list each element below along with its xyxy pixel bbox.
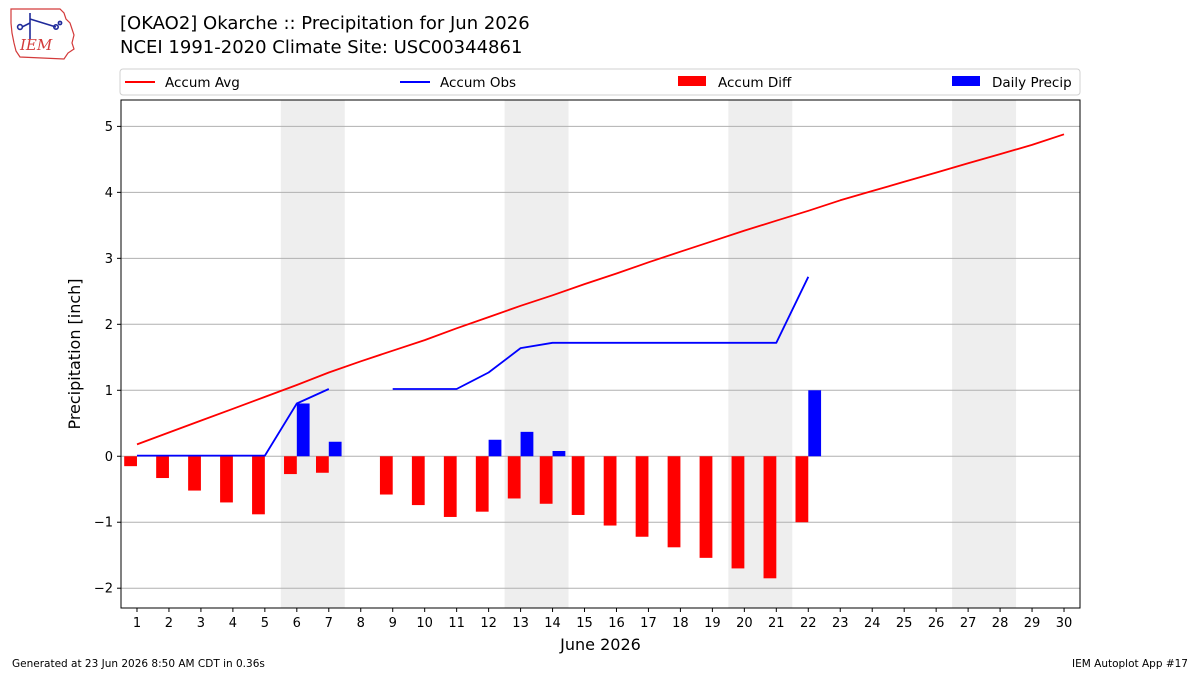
x-tick-label: 30 bbox=[1056, 616, 1073, 631]
x-tick-label: 29 bbox=[1024, 616, 1041, 631]
x-tick-label: 19 bbox=[704, 616, 721, 631]
accum-diff-bar bbox=[252, 456, 265, 515]
x-tick-label: 2 bbox=[165, 616, 173, 631]
x-tick-label: 18 bbox=[672, 616, 689, 631]
accum-avg-line bbox=[136, 133, 1065, 446]
x-tick-label: 1 bbox=[133, 616, 141, 631]
y-tick-label: 4 bbox=[105, 186, 113, 201]
x-tick-label: 11 bbox=[448, 616, 465, 631]
weekend-band bbox=[280, 100, 345, 608]
accum-diff-bar bbox=[507, 456, 521, 499]
x-tick-label: 15 bbox=[576, 616, 593, 631]
x-tick-label: 10 bbox=[416, 616, 433, 631]
x-tick-label: 16 bbox=[608, 616, 625, 631]
y-tick-label: −1 bbox=[94, 516, 113, 531]
plot-frame bbox=[120, 99, 1081, 609]
x-tick-label: 27 bbox=[960, 616, 977, 631]
daily-precip-bar bbox=[296, 403, 310, 457]
y-tick-label: 5 bbox=[105, 120, 113, 135]
x-tick-label: 6 bbox=[293, 616, 301, 631]
daily-precip-bar bbox=[488, 439, 502, 457]
accum-diff-bar bbox=[763, 456, 777, 579]
legend-label: Accum Obs bbox=[440, 75, 516, 91]
legend: Accum Avg Accum Obs Accum Diff Daily Precip bbox=[119, 68, 1081, 96]
x-tick-label: 26 bbox=[928, 616, 945, 631]
legend-patch-marker bbox=[678, 76, 706, 86]
x-tick-label: 9 bbox=[389, 616, 397, 631]
accum-diff-bar bbox=[667, 456, 681, 548]
legend-label: Accum Avg bbox=[165, 75, 240, 91]
y-tick-label: 0 bbox=[105, 450, 113, 465]
x-tick-label: 8 bbox=[357, 616, 365, 631]
weekend-band bbox=[728, 100, 793, 608]
accum-diff-bar bbox=[603, 456, 617, 526]
daily-precip-bar bbox=[808, 390, 822, 457]
x-tick-label: 12 bbox=[480, 616, 497, 631]
chart-title: [OKAO2] Okarche :: Precipitation for Jun… bbox=[120, 13, 530, 34]
accum-diff-bar bbox=[635, 456, 649, 537]
x-tick-label: 3 bbox=[197, 616, 205, 631]
accum-diff-bar bbox=[539, 456, 553, 504]
y-tick-label: −2 bbox=[94, 582, 113, 597]
x-tick-label: 20 bbox=[736, 616, 753, 631]
legend-patch-marker bbox=[952, 76, 980, 86]
x-tick-label: 22 bbox=[800, 616, 817, 631]
accum-diff-bar bbox=[315, 456, 329, 473]
accum-diff-bar bbox=[443, 456, 457, 517]
iem-logo: IEM bbox=[10, 8, 75, 60]
state-outline-icon bbox=[10, 8, 75, 60]
daily-precip-bar bbox=[328, 441, 342, 457]
accum-diff-bar bbox=[795, 456, 809, 523]
y-axis-label: Precipitation [inch] bbox=[65, 278, 84, 429]
chart-subtitle: NCEI 1991-2020 Climate Site: USC00344861 bbox=[120, 37, 523, 58]
weekend-band bbox=[504, 100, 569, 608]
legend-label: Daily Precip bbox=[992, 75, 1072, 91]
accum-diff-bar bbox=[475, 456, 489, 512]
x-tick-label: 23 bbox=[832, 616, 849, 631]
generated-timestamp: Generated at 23 Jun 2026 8:50 AM CDT in … bbox=[12, 658, 265, 670]
x-axis-label: June 2026 bbox=[559, 635, 641, 654]
legend-label: Accum Diff bbox=[718, 75, 792, 91]
daily-precip-bar bbox=[552, 450, 566, 457]
accum-diff-bar bbox=[411, 456, 425, 506]
accum-diff-bar bbox=[220, 456, 233, 503]
accum-diff-bar bbox=[188, 456, 201, 491]
x-tick-label: 14 bbox=[544, 616, 561, 631]
accum-diff-bar bbox=[379, 456, 393, 495]
accum-diff-bar bbox=[699, 456, 713, 558]
x-tick-label: 5 bbox=[261, 616, 269, 631]
y-tick-label: 3 bbox=[105, 252, 113, 267]
accum-diff-bar bbox=[156, 456, 169, 479]
accum-diff-bar bbox=[124, 456, 137, 467]
x-tick-label: 4 bbox=[229, 616, 237, 631]
y-tick-label: 1 bbox=[105, 384, 113, 399]
accum-diff-bar bbox=[731, 456, 745, 569]
app-label: IEM Autoplot App #17 bbox=[1072, 658, 1188, 670]
y-tick-label: 2 bbox=[105, 318, 113, 333]
accum-diff-bar bbox=[571, 456, 585, 515]
daily-precip-bar bbox=[520, 431, 534, 457]
x-tick-label: 21 bbox=[768, 616, 785, 631]
accum-diff-bar bbox=[284, 456, 297, 475]
weather-station-icon bbox=[16, 13, 63, 39]
x-tick-label: 25 bbox=[896, 616, 913, 631]
x-tick-label: 13 bbox=[512, 616, 529, 631]
x-tick-label: 24 bbox=[864, 616, 881, 631]
x-tick-label: 17 bbox=[640, 616, 657, 631]
weekend-band bbox=[952, 100, 1017, 608]
accum-obs-line bbox=[137, 276, 810, 457]
iem-logo-text: IEM bbox=[19, 36, 53, 54]
legend-box bbox=[119, 68, 1081, 96]
x-tick-label: 7 bbox=[325, 616, 333, 631]
x-tick-label: 28 bbox=[992, 616, 1009, 631]
